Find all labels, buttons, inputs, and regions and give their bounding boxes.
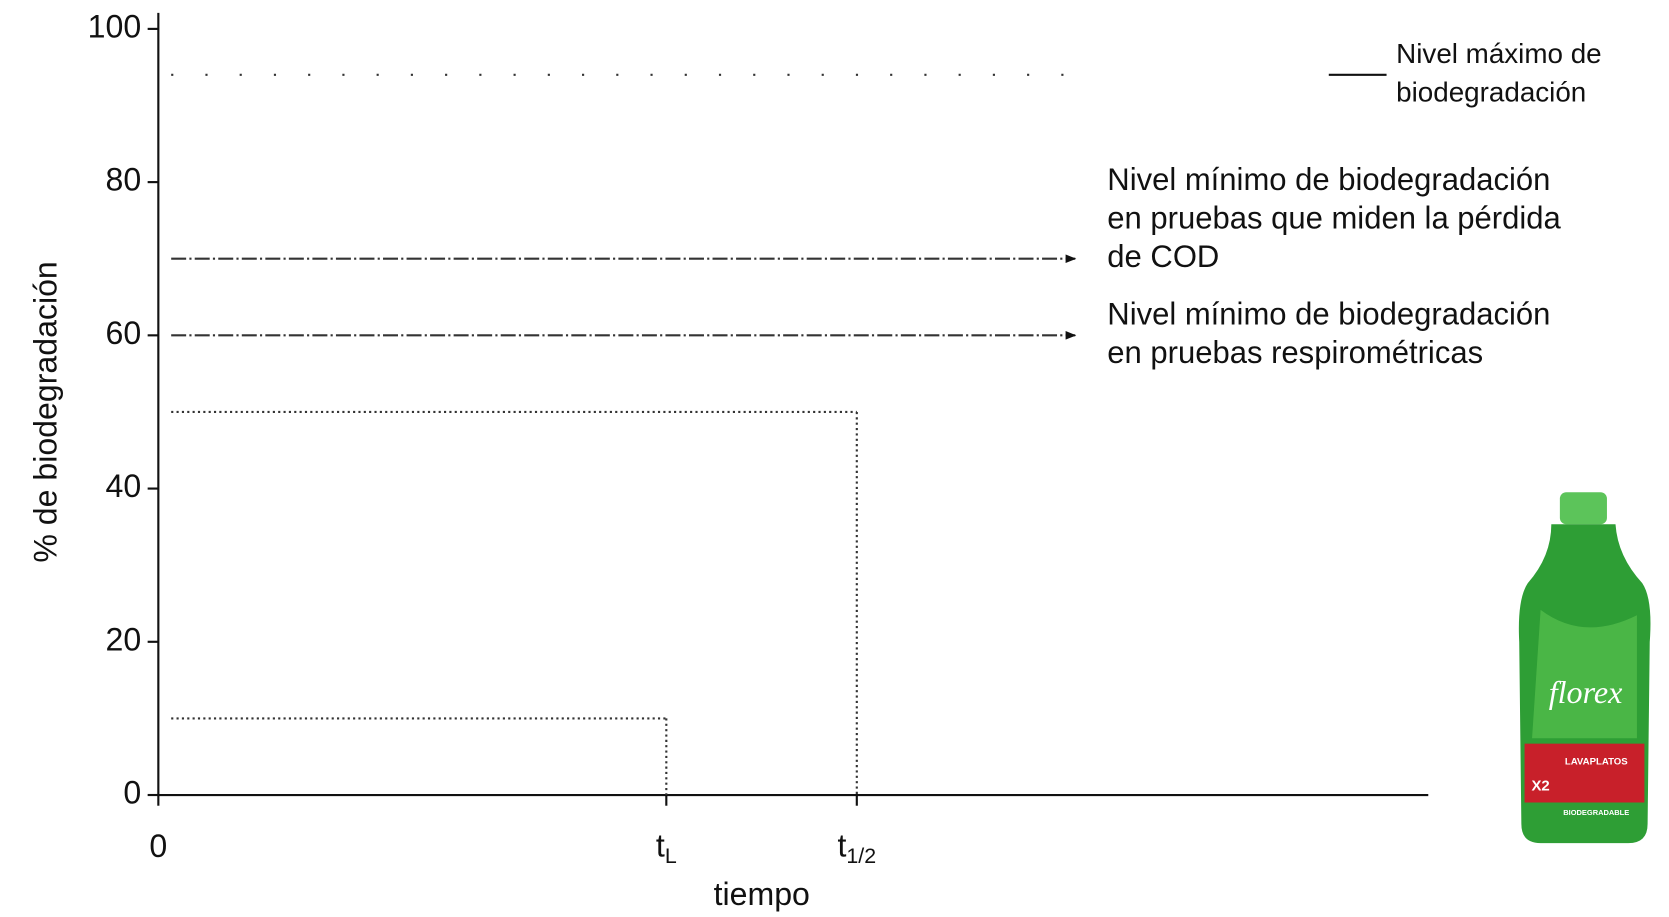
y-tick-label: 100 [88, 8, 142, 44]
bottle-cap [1560, 492, 1607, 524]
reference-label: de COD [1107, 239, 1219, 274]
reference-label: en pruebas respirométricas [1107, 335, 1483, 370]
y-tick-label: 80 [106, 162, 142, 198]
y-tick-label: 0 [123, 775, 141, 811]
reference-label: Nivel mínimo de biodegradación [1107, 162, 1550, 197]
product-brand: florex [1549, 674, 1623, 710]
x-tick-label: tL [656, 828, 677, 868]
reference-label: Nivel mínimo de biodegradación [1107, 296, 1550, 331]
x-tick-label: t1/2 [837, 828, 876, 868]
x-tick-label: 0 [149, 828, 167, 864]
reference-label: en pruebas que miden la pérdida [1107, 200, 1561, 235]
chart: % de biodegradación tiempo florex X2 LAV… [0, 0, 1669, 917]
product-tag: BIODEGRADABLE [1563, 808, 1629, 817]
y-tick-label: 60 [106, 315, 142, 351]
y-tick-label: 20 [106, 621, 142, 657]
reference-label: biodegradación [1396, 76, 1586, 107]
product-badge: X2 [1531, 777, 1549, 794]
reference-label: Nivel máximo de [1396, 38, 1601, 69]
y-axis-title: % de biodegradación [28, 261, 64, 562]
y-tick-label: 40 [106, 468, 142, 504]
x-tick-label-main: t [837, 828, 846, 864]
x-tick-label-sub: 1/2 [846, 844, 876, 868]
product-line: LAVAPLATOS [1565, 756, 1628, 767]
x-tick-label-sub: L [665, 844, 677, 868]
x-axis-title: tiempo [714, 876, 810, 912]
product-bottle: florex X2 LAVAPLATOS BIODEGRADABLE [1519, 492, 1651, 843]
x-tick-label-main: t [656, 828, 665, 864]
